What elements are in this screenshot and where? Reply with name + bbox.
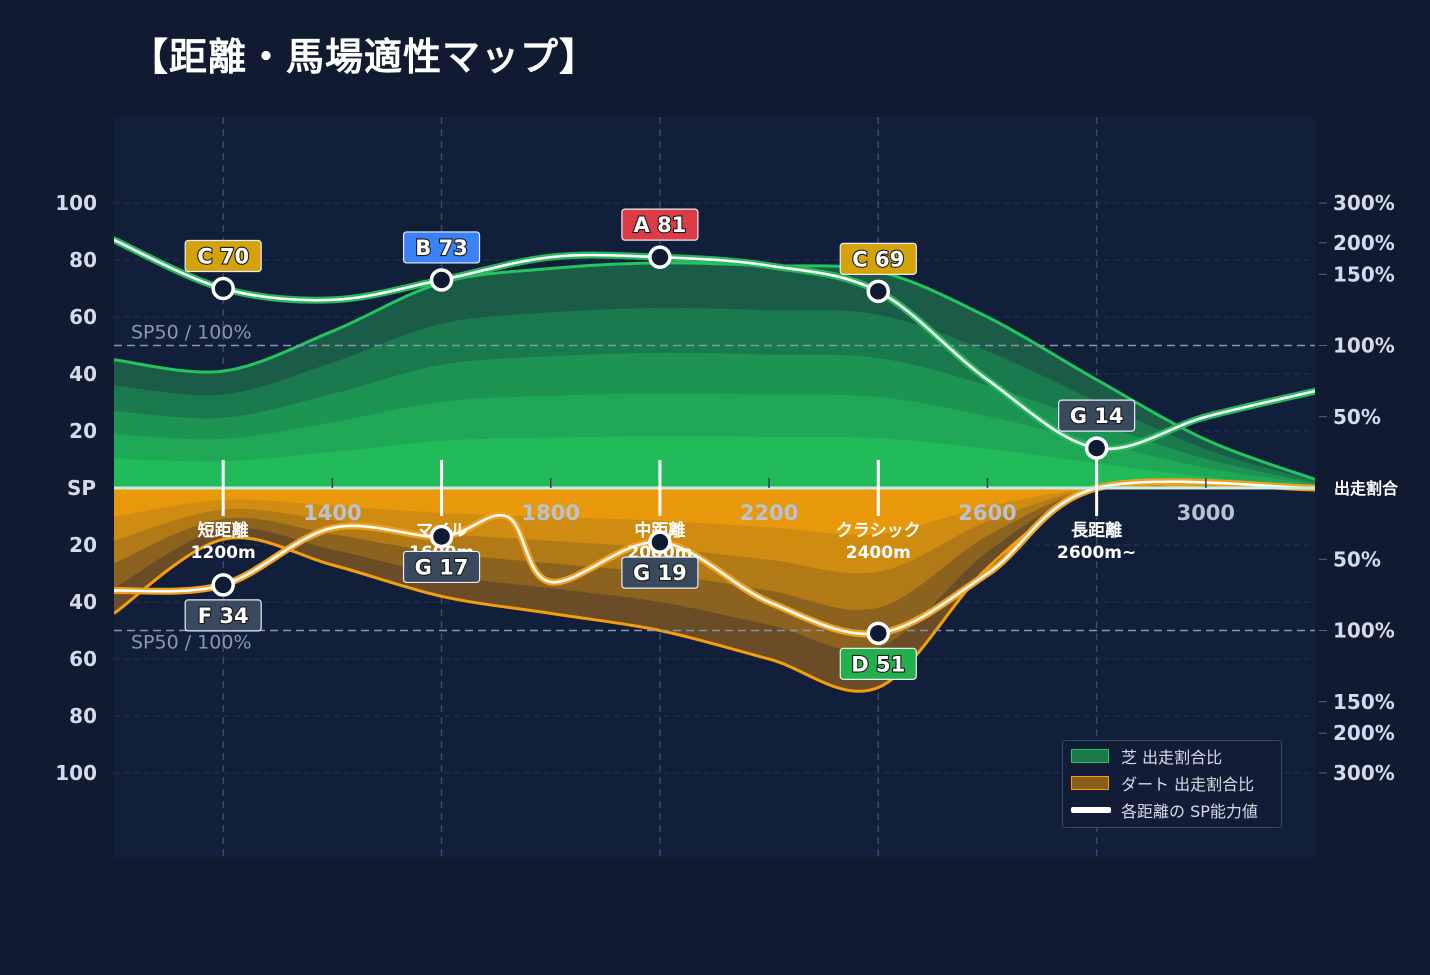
chart-title: 【距離・馬場適性マップ】	[130, 35, 599, 79]
legend-swatch-turf	[1071, 749, 1109, 763]
category-label: 長距離	[1071, 520, 1122, 541]
grade-label: G 17	[415, 555, 469, 579]
right-tick-label: 150%	[1333, 262, 1395, 286]
x-tick-label: 1800	[522, 501, 580, 525]
dirt-area-band	[114, 486, 1315, 535]
grade-label: D 51	[851, 652, 905, 676]
grade-label: C 69	[852, 247, 904, 271]
x-tick-label: 2200	[740, 501, 798, 525]
grade-badge	[1058, 399, 1136, 432]
grade-badge	[621, 556, 699, 589]
right-axis-label: 出走割合	[1334, 479, 1399, 498]
x-tick-label: 1400	[303, 501, 361, 525]
y-tick-label: 100	[55, 191, 97, 215]
legend-swatch-sp	[1071, 807, 1111, 813]
y-tick-label: 40	[69, 590, 97, 614]
grade-label: B 73	[415, 236, 468, 260]
y-tick-label: 20	[69, 419, 97, 443]
right-tick-label: 100%	[1333, 619, 1395, 643]
ref-label-top: SP50 / 100%	[131, 322, 252, 344]
grade-badge	[184, 239, 262, 273]
sp-point	[429, 524, 454, 549]
grade-label: C 70	[197, 245, 249, 269]
legend-label-sp: 各距離の SP能力値	[1121, 802, 1258, 821]
y-tick-label: 20	[69, 533, 97, 557]
y-tick-label: 60	[69, 647, 97, 671]
x-tick-label: 3000	[1177, 501, 1235, 525]
right-tick-label: 100%	[1333, 334, 1395, 358]
center-axis-label: SP	[67, 476, 96, 500]
legend-item-dirt: ダート 出走割合比	[1071, 773, 1255, 794]
right-tick-label: 300%	[1333, 191, 1395, 215]
x-tick-label: 2600	[958, 501, 1016, 525]
sp-point	[866, 621, 891, 646]
grade-badge	[184, 599, 262, 632]
grade-badge	[621, 208, 699, 241]
grade-badge	[839, 647, 917, 680]
y-tick-label: 40	[69, 362, 97, 386]
sp-point	[429, 268, 454, 292]
turf-area-band	[114, 436, 1315, 488]
category-label: 短距離	[198, 520, 249, 541]
y-tick-label: 80	[69, 248, 97, 272]
sp-point	[866, 279, 891, 304]
right-tick-label: 50%	[1333, 405, 1381, 429]
right-tick-label: 300%	[1333, 761, 1395, 785]
right-tick-label: 200%	[1333, 721, 1395, 745]
sp-point	[1084, 436, 1109, 460]
right-tick-label: 50%	[1333, 547, 1381, 571]
category-label: クラシック	[836, 521, 921, 541]
legend-item-sp: 各距離の SP能力値	[1071, 800, 1258, 821]
category-sublabel: 2400m	[846, 543, 911, 563]
right-tick-label: 150%	[1333, 690, 1395, 714]
y-tick-label: 80	[69, 704, 97, 728]
ref-label-bottom: SP50 / 100%	[131, 632, 252, 654]
legend-label-turf: 芝 出走割合比	[1121, 748, 1223, 767]
legend: 芝 出走割合比 ダート 出走割合比 各距離の SP能力値	[1062, 740, 1282, 828]
right-tick-label: 200%	[1333, 231, 1395, 255]
grade-badge	[402, 231, 481, 264]
category-sublabel: 1200m	[191, 543, 256, 563]
grade-label: A 81	[634, 213, 687, 237]
sp-point	[211, 573, 235, 597]
sp-point	[211, 276, 235, 301]
grade-label: G 19	[633, 561, 687, 585]
category-sublabel: 2600m~	[1057, 543, 1136, 563]
y-tick-label: 60	[69, 305, 97, 329]
legend-label-dirt: ダート 出走割合比	[1121, 775, 1255, 794]
sp-point	[648, 245, 672, 269]
grade-label: F 34	[198, 604, 249, 628]
y-tick-label: 100	[55, 761, 97, 785]
grade-label: G 14	[1070, 404, 1124, 428]
sp-point	[648, 530, 672, 554]
legend-swatch-dirt	[1071, 776, 1109, 790]
grade-badge	[402, 550, 481, 584]
legend-item-turf: 芝 出走割合比	[1071, 746, 1223, 767]
grade-badge	[839, 242, 917, 275]
